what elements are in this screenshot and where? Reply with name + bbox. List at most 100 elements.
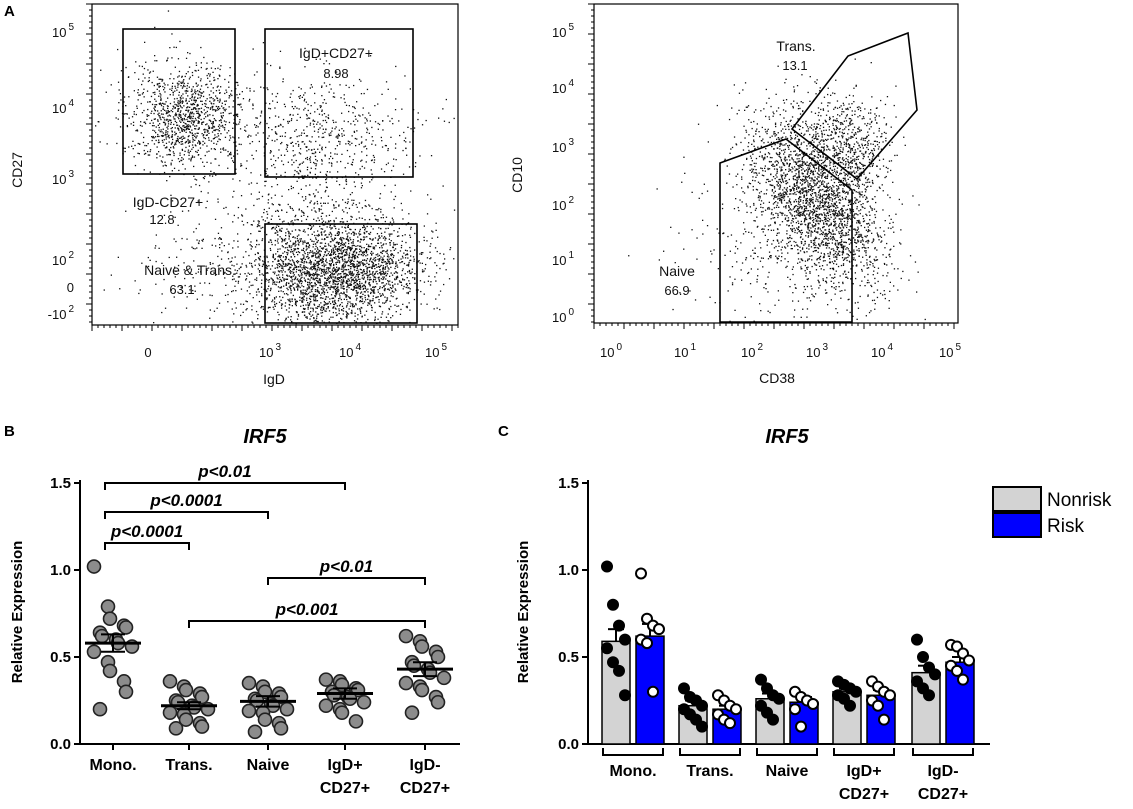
event-dot (178, 160, 181, 163)
event-dot (349, 141, 351, 143)
event-dot (309, 295, 311, 297)
event-dot (177, 264, 180, 267)
event-dot (368, 270, 371, 272)
event-dot (390, 254, 392, 257)
event-dot (366, 118, 368, 120)
event-dot (331, 210, 333, 213)
event-dot (206, 106, 208, 109)
event-dot (320, 285, 322, 287)
event-dot (229, 137, 232, 139)
event-dot (312, 193, 315, 195)
event-dot (348, 110, 350, 113)
event-dot (157, 113, 159, 115)
event-dot (403, 262, 406, 265)
event-dot (421, 124, 424, 126)
event-dot (402, 268, 404, 270)
event-dot (382, 285, 385, 287)
event-dot (309, 87, 311, 89)
event-dot (338, 184, 341, 186)
event-dot (361, 247, 363, 249)
event-dot (295, 244, 297, 246)
event-dot (350, 163, 353, 165)
event-dot (285, 232, 287, 234)
event-dot (336, 180, 338, 182)
event-dot (207, 77, 209, 79)
event-dot (355, 233, 357, 235)
event-dot (430, 243, 432, 245)
event-dot (296, 237, 298, 240)
event-dot (401, 255, 404, 257)
event-dot (198, 115, 200, 117)
event-dot (345, 262, 347, 264)
event-dot (293, 278, 295, 281)
event-dot (346, 252, 348, 254)
event-dot (325, 248, 327, 251)
event-dot (308, 297, 311, 300)
event-dot (362, 262, 364, 264)
event-dot (161, 139, 163, 142)
event-dot (368, 204, 370, 206)
event-dot (275, 95, 277, 98)
event-dot (362, 274, 364, 276)
event-dot (370, 159, 373, 162)
event-dot (169, 94, 171, 96)
event-dot (196, 105, 198, 107)
event-dot (193, 175, 195, 177)
event-dot (276, 234, 279, 236)
event-dot (147, 108, 149, 111)
event-dot (337, 243, 339, 245)
event-dot (255, 134, 257, 136)
event-dot (284, 135, 286, 138)
event-dot (388, 320, 390, 322)
event-dot (213, 118, 215, 120)
event-dot (316, 200, 318, 203)
event-dot (401, 261, 404, 263)
event-dot (308, 148, 310, 151)
event-dot (180, 118, 182, 120)
event-dot (368, 218, 371, 221)
event-dot (193, 156, 196, 158)
event-dot (167, 110, 169, 112)
event-dot (360, 261, 362, 263)
event-dot (335, 287, 338, 290)
event-dot (145, 61, 147, 63)
event-dot (229, 75, 231, 77)
event-dot (335, 258, 337, 260)
event-dot (326, 250, 328, 252)
event-dot (412, 256, 415, 258)
event-dot (802, 238, 804, 240)
event-dot (391, 217, 393, 219)
event-dot (259, 274, 261, 276)
event-dot (177, 138, 179, 141)
event-dot (329, 286, 331, 289)
event-dot (312, 225, 315, 227)
event-dot (214, 110, 217, 112)
event-dot (317, 320, 319, 323)
event-dot (306, 115, 308, 117)
event-dot (288, 268, 290, 270)
event-dot (444, 258, 446, 260)
event-dot (170, 211, 172, 213)
event-dot (167, 57, 169, 59)
event-dot (305, 196, 307, 198)
event-dot (293, 263, 296, 265)
event-dot (374, 286, 376, 288)
event-dot (338, 298, 340, 300)
event-dot (375, 219, 378, 221)
event-dot (258, 291, 260, 293)
event-dot (301, 276, 303, 278)
event-dot (328, 162, 330, 164)
event-dot (284, 271, 286, 273)
event-dot (239, 119, 241, 121)
event-dot (214, 68, 216, 70)
event-dot (224, 103, 226, 106)
event-dot (378, 266, 381, 268)
event-dot (406, 292, 408, 294)
event-dot (191, 88, 193, 90)
event-dot (435, 229, 437, 231)
event-dot (143, 153, 146, 155)
event-dot (395, 98, 397, 100)
event-dot (273, 301, 276, 303)
event-dot (335, 294, 337, 296)
event-dot (359, 285, 361, 287)
